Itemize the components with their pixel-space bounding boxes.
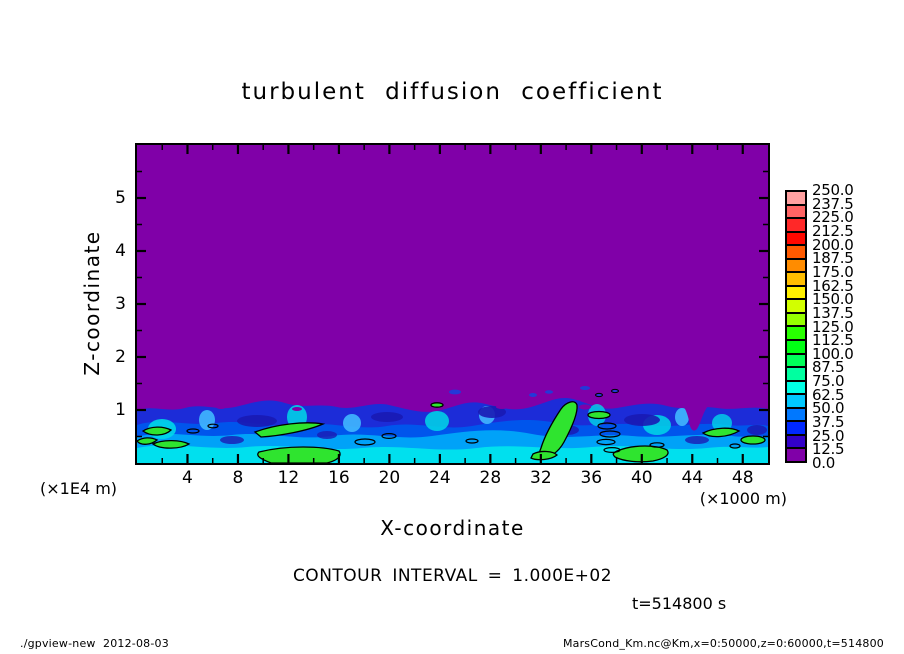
x-tick-label: 36: [580, 468, 603, 488]
colorbar-cell: [787, 205, 805, 220]
x-tick-label: 24: [429, 468, 451, 488]
colorbar-label: 112.5: [812, 331, 854, 350]
x-tick-label: 40: [630, 468, 653, 488]
colorbar-label: 200.0: [812, 235, 854, 254]
x-axis-units: (×1000 m): [699, 489, 787, 508]
colorbar-label: 37.5: [812, 413, 845, 432]
footer-program-date: ./gpview-new 2012-08-03: [20, 637, 169, 650]
y-tick-label: 4: [115, 241, 126, 261]
colorbar-cell: [787, 449, 805, 461]
x-tick-label: 8: [232, 468, 244, 488]
colorbar-cell: [787, 192, 805, 206]
colorbar-label: 12.5: [812, 440, 845, 459]
x-tick-label: 16: [328, 468, 350, 488]
colorbar-label: 150.0: [812, 290, 854, 309]
y-tick-label: 2: [115, 347, 126, 367]
colorbar-cell: [787, 327, 805, 342]
colorbar-label: 75.0: [812, 372, 845, 391]
x-tick-label: 48: [731, 468, 754, 488]
contour-lines: [137, 401, 766, 463]
y-tick-label: 3: [115, 294, 126, 314]
y-tick-label: 5: [115, 188, 126, 208]
colorbar-label: 125.0: [812, 317, 854, 336]
colorbar-label: 187.5: [812, 249, 854, 268]
colorbar-cell: [787, 368, 805, 382]
colorbar-cell: [787, 259, 805, 274]
colorbar-label: 0.0: [812, 454, 835, 472]
colorbar-cell: [787, 219, 805, 233]
colorbar-cell: [787, 341, 805, 355]
x-tick-label: 32: [530, 468, 552, 488]
colorbar-cell: [787, 313, 805, 328]
x-tick-label: 4: [182, 468, 193, 488]
colorbar-cell: [787, 381, 805, 396]
colorbar-label: 137.5: [812, 303, 854, 322]
colorbar-cell: [787, 246, 805, 260]
contour-interval-note: CONTOUR INTERVAL = 1.000E+02: [292, 566, 613, 586]
colorbar-label: 25.0: [812, 426, 845, 445]
x-tick-label: 12: [277, 468, 300, 488]
colorbar-cell: [787, 435, 805, 450]
colorbar-label: 212.5: [812, 221, 854, 240]
colorbar-cell: [787, 286, 805, 301]
colorbar-label: 87.5: [812, 358, 845, 377]
colorbar-cell: [787, 232, 805, 247]
colorbar-label: 50.0: [812, 399, 845, 418]
colorbar-label: 237.5: [812, 194, 854, 213]
x-axis-label: X-coordinate: [380, 516, 525, 540]
colorbar: [785, 190, 807, 463]
axis-ticks: [137, 145, 768, 463]
heatmap-canvas: [137, 145, 768, 463]
footer-data-source: MarsCond_Km.nc@Km,x=0:50000,z=0:60000,t=…: [562, 637, 884, 650]
colorbar-label: 225.0: [812, 208, 854, 227]
colorbar-label: 175.0: [812, 262, 854, 281]
x-tick-label: 20: [378, 468, 401, 488]
colorbar-cell: [787, 422, 805, 436]
y-axis-units: (×1E4 m): [40, 479, 118, 498]
colorbar-cell: [787, 300, 805, 314]
colorbar-label: 62.5: [812, 385, 845, 404]
timestamp: t=514800 s: [632, 594, 727, 613]
plot-area: [135, 143, 770, 465]
colorbar-label: 250.0: [812, 181, 854, 199]
y-tick-label: 1: [115, 400, 126, 420]
x-tick-label: 44: [681, 468, 704, 488]
colorbar-cell: [787, 395, 805, 409]
colorbar-label: 162.5: [812, 276, 854, 295]
colorbar-cell: [787, 273, 805, 287]
colorbar-cell: [787, 354, 805, 369]
chart-title: turbulent diffusion coefficient: [241, 79, 664, 105]
x-tick-label: 28: [479, 468, 502, 488]
colorbar-label: 100.0: [812, 344, 854, 363]
colorbar-cell: [787, 408, 805, 423]
